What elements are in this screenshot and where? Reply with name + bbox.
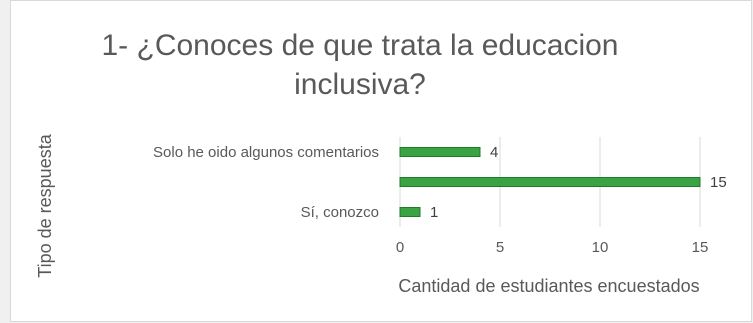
x-tick-label: 10: [592, 239, 609, 256]
y-axis-category-labels: Solo he oido algunos comentarios Sí, cono…: [153, 144, 379, 221]
bars: [399, 147, 701, 217]
bar-chart: 1- ¿Conoces de que trata la educacion in…: [35, 29, 727, 296]
y-category-label: Solo he oido algunos comentarios: [153, 144, 379, 161]
x-tick-label: 15: [692, 239, 709, 256]
chart-card: 1- ¿Conoces de que trata la educacion in…: [10, 0, 752, 322]
data-label: 15: [710, 174, 727, 191]
chart-title-line-2: inclusiva?: [294, 68, 426, 101]
data-label: 1: [430, 204, 438, 221]
bar: [399, 207, 421, 217]
y-axis-title: Tipo de respuesta: [35, 133, 55, 277]
data-labels: 4 15 1: [430, 144, 727, 221]
bar: [399, 147, 481, 157]
bar: [399, 177, 701, 187]
x-axis-tick-labels: 0 5 10 15: [396, 239, 709, 256]
y-category-label: Sí, conozco: [301, 204, 379, 221]
x-tick-label: 5: [496, 239, 504, 256]
x-axis-title: Cantidad de estudiantes encuestados: [398, 276, 699, 296]
x-tick-label: 0: [396, 239, 404, 256]
data-label: 4: [490, 144, 498, 161]
chart-title: 1- ¿Conoces de que trata la educacion in…: [102, 29, 619, 101]
chart-title-line-1: 1- ¿Conoces de que trata la educacion: [102, 29, 619, 62]
